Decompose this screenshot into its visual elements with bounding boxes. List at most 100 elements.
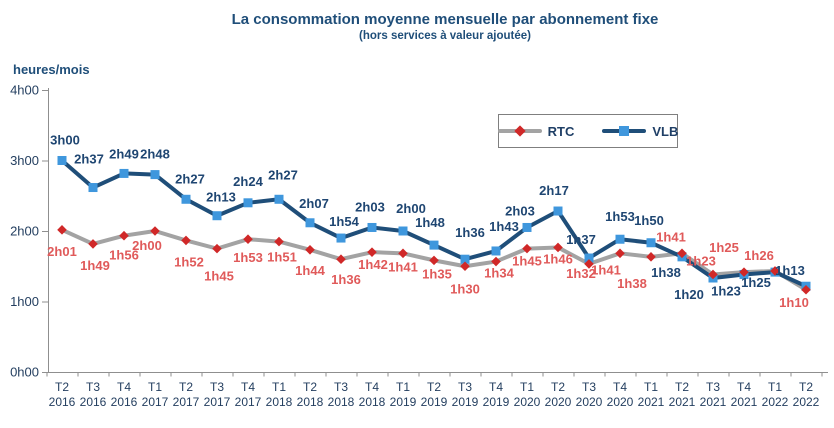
- rtc-data-label: 2h00: [132, 238, 162, 253]
- x-label-year: 2016: [49, 395, 76, 409]
- rtc-marker: [274, 236, 284, 247]
- vlb-marker: [181, 194, 191, 204]
- vlb-data-label: 2h17: [539, 183, 569, 198]
- vlb-line-swatch: [602, 126, 647, 136]
- x-label-year: 2018: [266, 395, 293, 409]
- rtc-marker: [522, 243, 532, 254]
- rtc-marker: [150, 226, 160, 236]
- vlb-marker: [615, 234, 625, 244]
- rtc-data-label: 1h42: [358, 257, 388, 272]
- x-label-year: 2017: [235, 395, 262, 409]
- vlb-marker: [367, 222, 377, 232]
- chart-title-block: La consommation moyenne mensuelle par ab…: [56, 10, 834, 43]
- rtc-data-label: 1h34: [484, 266, 514, 281]
- rtc-marker: [336, 254, 346, 264]
- vlb-marker: [460, 254, 470, 264]
- vlb-marker: [646, 238, 656, 248]
- x-label-year: 2018: [359, 395, 386, 409]
- rtc-marker: [57, 225, 67, 235]
- rtc-data-label: 1h52: [174, 254, 204, 269]
- vlb-marker: [150, 170, 160, 180]
- rtc-marker: [212, 243, 222, 254]
- rtc-data-label: 1h53: [233, 250, 263, 265]
- y-tick-label: 4h00: [10, 83, 39, 98]
- rtc-data-label: 1h41: [591, 262, 621, 277]
- chart-subtitle: (hors services à valeur ajoutée): [359, 30, 531, 42]
- vlb-marker: [243, 198, 253, 208]
- x-label-quarter: T2: [799, 380, 813, 394]
- vlb-data-label: 1h48: [415, 215, 445, 230]
- rtc-marker: [584, 259, 594, 269]
- rtc-marker: [677, 248, 687, 259]
- x-label-quarter: T1: [272, 380, 286, 394]
- rtc-marker: [181, 235, 191, 246]
- x-label-quarter: T4: [117, 380, 131, 394]
- x-label-year: 2020: [545, 395, 572, 409]
- rtc-marker: [739, 267, 749, 277]
- y-tick-label: 2h00: [10, 224, 39, 239]
- rtc-marker: [553, 242, 563, 253]
- x-label-year: 2018: [297, 395, 324, 409]
- legend-item-rtc: RTC: [497, 123, 575, 139]
- rtc-marker: [243, 234, 253, 245]
- x-label-quarter: T4: [365, 380, 379, 394]
- rtc-marker: [615, 248, 625, 259]
- vlb-data-label: 1h23: [711, 283, 741, 298]
- legend-label-rtc: RTC: [547, 123, 575, 139]
- vlb-marker: [274, 194, 284, 204]
- axes: 4h00 3h00 2h00 1h00 0h00: [10, 83, 828, 380]
- vlb-marker: [119, 168, 129, 178]
- rtc-data-label: 2h01: [47, 244, 77, 259]
- y-tick-label: 3h00: [10, 153, 39, 168]
- rtc-data-label: 1h56: [109, 248, 139, 263]
- vlb-marker: [212, 211, 222, 221]
- rtc-data-label: 1h41: [388, 259, 418, 274]
- rtc-marker: [801, 284, 811, 295]
- y-axis-unit-label: heures/mois: [13, 62, 90, 77]
- rtc-marker: [708, 269, 718, 280]
- vlb-data-label: 2h00: [396, 201, 426, 216]
- rtc-diamond-icon: [513, 125, 526, 137]
- rtc-data-label: 1h46: [543, 251, 573, 266]
- x-label-quarter: T1: [644, 380, 658, 394]
- rtc-data-label: 1h26: [744, 248, 774, 263]
- x-label-quarter: T3: [458, 380, 472, 394]
- x-label-year: 2020: [514, 395, 541, 409]
- x-label-quarter: T2: [427, 380, 441, 394]
- x-label-year: 2016: [111, 395, 138, 409]
- rtc-line-swatch: [497, 125, 542, 137]
- x-label-quarter: T2: [303, 380, 317, 394]
- vlb-data-label: 1h36: [455, 225, 485, 240]
- vlb-data-label: 1h25: [741, 275, 771, 290]
- vlb-data-label: 2h37: [74, 152, 104, 167]
- x-label-quarter: T4: [613, 380, 627, 394]
- rtc-data-label: 1h23: [686, 253, 716, 268]
- rtc-marker: [305, 245, 315, 255]
- rtc-marker: [119, 230, 129, 241]
- vlb-data-label: 2h13: [206, 190, 236, 205]
- x-label-year: 2020: [576, 395, 603, 409]
- x-label-year: 2022: [762, 395, 789, 409]
- rtc-marker: [460, 261, 470, 272]
- vlb-marker: [553, 206, 563, 216]
- vlb-data-label: 2h03: [355, 199, 385, 214]
- x-label-year: 2019: [421, 395, 448, 409]
- x-label-year: 2019: [390, 395, 417, 409]
- x-label-year: 2016: [80, 395, 107, 409]
- x-label-quarter: T1: [396, 380, 410, 394]
- vlb-data-label: 2h27: [268, 167, 298, 182]
- rtc-marker: [491, 256, 501, 267]
- vlb-marker: [88, 183, 98, 193]
- vlb-marker: [584, 253, 594, 263]
- x-label-year: 2020: [607, 395, 634, 409]
- x-label-year: 2017: [173, 395, 200, 409]
- vlb-marker: [57, 156, 67, 165]
- x-label-year: 2017: [204, 395, 231, 409]
- rtc-marker: [88, 239, 98, 249]
- x-label-quarter: T3: [706, 380, 720, 394]
- x-label-quarter: T4: [489, 380, 503, 394]
- y-tick-label: 0h00: [10, 365, 39, 380]
- rtc-data-label: 1h41: [656, 229, 686, 244]
